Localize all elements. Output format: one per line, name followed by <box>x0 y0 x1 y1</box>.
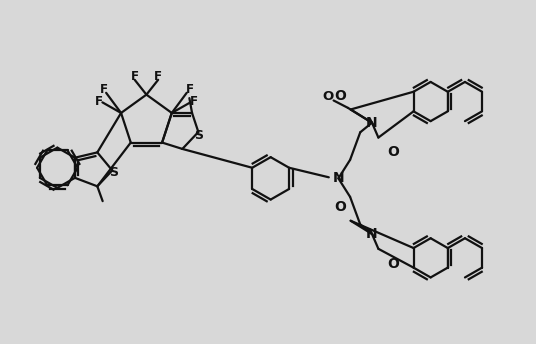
Text: O: O <box>334 89 346 103</box>
Text: N: N <box>332 171 344 185</box>
Text: O: O <box>323 90 334 103</box>
Text: S: S <box>109 165 118 179</box>
Text: F: F <box>95 95 103 108</box>
Text: O: O <box>388 146 399 159</box>
Text: F: F <box>185 83 193 96</box>
Text: N: N <box>366 227 378 241</box>
Text: F: F <box>131 69 139 83</box>
Text: S: S <box>194 129 203 142</box>
Text: F: F <box>190 95 198 108</box>
Text: O: O <box>388 257 399 271</box>
Text: F: F <box>100 83 108 96</box>
Text: F: F <box>154 69 162 83</box>
Text: O: O <box>334 201 346 215</box>
Text: N: N <box>366 116 378 130</box>
